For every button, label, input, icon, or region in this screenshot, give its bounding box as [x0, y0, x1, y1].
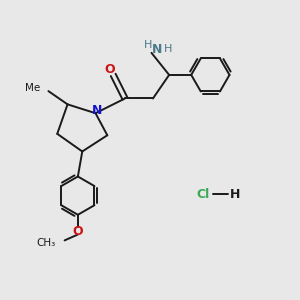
Text: H: H — [164, 44, 172, 54]
Text: O: O — [104, 63, 115, 76]
Text: O: O — [73, 225, 83, 239]
Text: H: H — [144, 40, 152, 50]
Text: Cl: Cl — [196, 188, 210, 201]
Text: N: N — [92, 104, 102, 117]
Text: N: N — [152, 43, 162, 56]
Text: H: H — [230, 188, 241, 201]
Text: Me: Me — [25, 82, 40, 93]
Text: CH₃: CH₃ — [37, 238, 56, 248]
